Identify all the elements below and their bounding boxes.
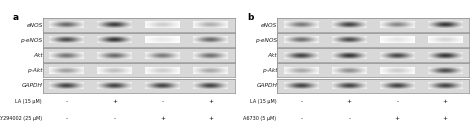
Text: GAPDH: GAPDH <box>22 83 43 88</box>
Text: +: + <box>443 99 448 104</box>
Text: Akt: Akt <box>268 53 277 58</box>
Text: eNOS: eNOS <box>27 23 43 28</box>
Text: p-eNOS: p-eNOS <box>20 38 43 43</box>
Text: LA (15 μM): LA (15 μM) <box>250 99 276 104</box>
Text: -: - <box>114 116 116 121</box>
Text: Akt: Akt <box>33 53 43 58</box>
Text: p-Akt: p-Akt <box>27 68 43 73</box>
Text: +: + <box>395 116 400 121</box>
Text: +: + <box>347 99 352 104</box>
Text: LY294002 (25 μM): LY294002 (25 μM) <box>0 116 42 121</box>
Text: +: + <box>443 116 448 121</box>
Text: -: - <box>65 99 68 104</box>
Text: a: a <box>13 13 19 22</box>
Text: p-Akt: p-Akt <box>262 68 277 73</box>
Text: +: + <box>112 99 117 104</box>
Text: -: - <box>300 99 302 104</box>
Text: p-eNOS: p-eNOS <box>255 38 277 43</box>
Text: -: - <box>300 116 302 121</box>
Text: b: b <box>247 13 254 22</box>
Text: -: - <box>162 99 164 104</box>
Text: -: - <box>396 99 398 104</box>
Text: -: - <box>348 116 350 121</box>
Text: +: + <box>208 116 213 121</box>
Text: LA (15 μM): LA (15 μM) <box>15 99 42 104</box>
Text: +: + <box>208 99 213 104</box>
Text: GAPDH: GAPDH <box>256 83 277 88</box>
Text: eNOS: eNOS <box>261 23 277 28</box>
Text: -: - <box>65 116 68 121</box>
Text: A6730 (5 μM): A6730 (5 μM) <box>243 116 276 121</box>
Text: +: + <box>160 116 165 121</box>
